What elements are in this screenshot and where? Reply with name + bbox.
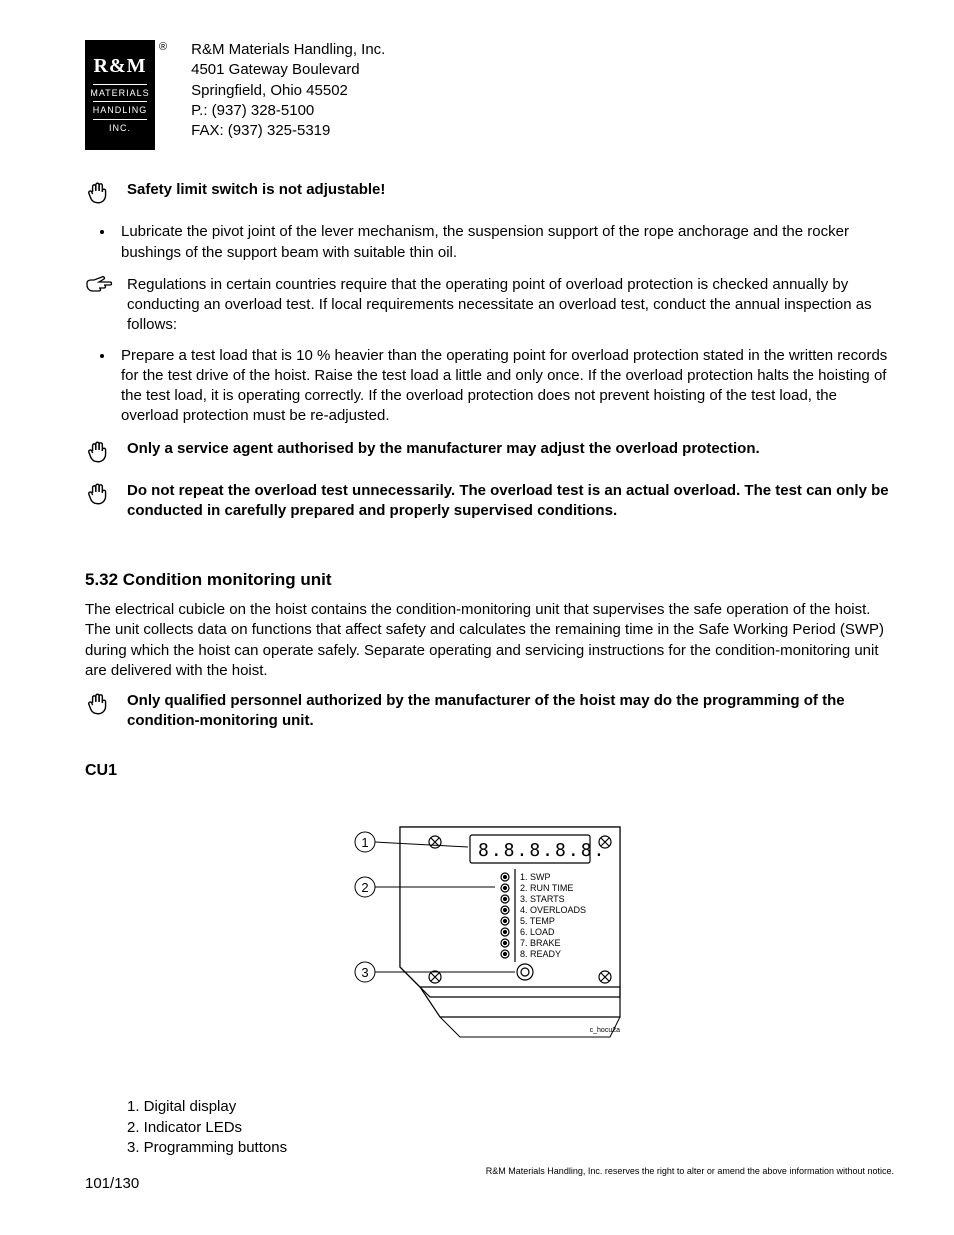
company-phone: P.: (937) 328-5100 [191,101,385,121]
display-digits: 8.8.8.8.8. [478,840,606,861]
company-name: R&M Materials Handling, Inc. [191,40,385,60]
company-logo: R&M MATERIALS HANDLING INC. [85,40,155,150]
svg-text:7. BRAKE: 7. BRAKE [520,938,561,948]
svg-text:3. STARTS: 3. STARTS [520,894,565,904]
warning-text-1: Safety limit switch is not adjustable! [127,180,894,200]
footer-disclaimer: R&M Materials Handling, Inc. reserves th… [486,1165,894,1177]
svg-text:1: 1 [361,835,368,850]
bullet-list-1: Lubricate the pivot joint of the lever m… [85,222,894,263]
legend-3: 3. Programming buttons [127,1138,894,1158]
info-text-1: Regulations in certain countries require… [127,275,894,336]
figure-legend: 1. Digital display 2. Indicator LEDs 3. … [127,1097,894,1158]
stop-hand-icon [85,439,127,471]
section-heading: 5.32 Condition monitoring unit [85,569,894,592]
warning-row-1: Safety limit switch is not adjustable! [85,180,894,212]
svg-text:1. SWP: 1. SWP [520,872,551,882]
svg-text:3: 3 [361,965,368,980]
svg-text:2. RUN TIME: 2. RUN TIME [520,883,573,893]
svg-text:8. READY: 8. READY [520,949,561,959]
warning-text-4: Only qualified personnel authorized by t… [127,691,894,732]
bullet-list-2: Prepare a test load that is 10 % heavier… [85,346,894,427]
cu1-diagram-svg: 8.8.8.8.8. 1 2 3 1. SWP2. RUN TIME3. STA… [320,787,660,1057]
stop-hand-icon [85,180,127,212]
legend-2: 2. Indicator LEDs [127,1118,894,1138]
svg-text:2: 2 [361,880,368,895]
company-addr2: Springfield, Ohio 45502 [191,81,385,101]
warning-text-2: Only a service agent authorised by the m… [127,439,894,459]
company-addr1: 4501 Gateway Boulevard [191,60,385,80]
document-header: R&M MATERIALS HANDLING INC. ® R&M Materi… [85,40,894,150]
company-fax: FAX: (937) 325-5319 [191,121,385,141]
stop-hand-icon [85,481,127,513]
cu1-figure: 8.8.8.8.8. 1 2 3 1. SWP2. RUN TIME3. STA… [85,787,894,1057]
logo-top: R&M [85,56,155,76]
svg-text:5. TEMP: 5. TEMP [520,916,555,926]
pointing-hand-icon [85,275,127,303]
logo-line-2: HANDLING [85,104,155,116]
warning-text-3: Do not repeat the overload test unnecess… [127,481,894,522]
logo-line-3: INC. [85,122,155,134]
page: R&M MATERIALS HANDLING INC. ® R&M Materi… [0,0,954,1235]
warning-row-3: Do not repeat the overload test unnecess… [85,481,894,522]
svg-text:4. OVERLOADS: 4. OVERLOADS [520,905,586,915]
legend-1: 1. Digital display [127,1097,894,1117]
warning-row-4: Only qualified personnel authorized by t… [85,691,894,732]
company-info: R&M Materials Handling, Inc. 4501 Gatewa… [191,40,385,141]
svg-text:6. LOAD: 6. LOAD [520,927,555,937]
bullet-1: Lubricate the pivot joint of the lever m… [115,222,894,263]
cu1-label: CU1 [85,760,894,782]
bullet-2: Prepare a test load that is 10 % heavier… [115,346,894,427]
warning-row-2: Only a service agent authorised by the m… [85,439,894,471]
diagram-ref: c_hocu2a [589,1027,619,1034]
section-body: The electrical cubicle on the hoist cont… [85,600,894,681]
page-number: 101/130 [85,1174,894,1194]
logo-line-1: MATERIALS [85,87,155,99]
registered-mark: ® [159,40,167,55]
stop-hand-icon [85,691,127,723]
info-row-1: Regulations in certain countries require… [85,275,894,336]
